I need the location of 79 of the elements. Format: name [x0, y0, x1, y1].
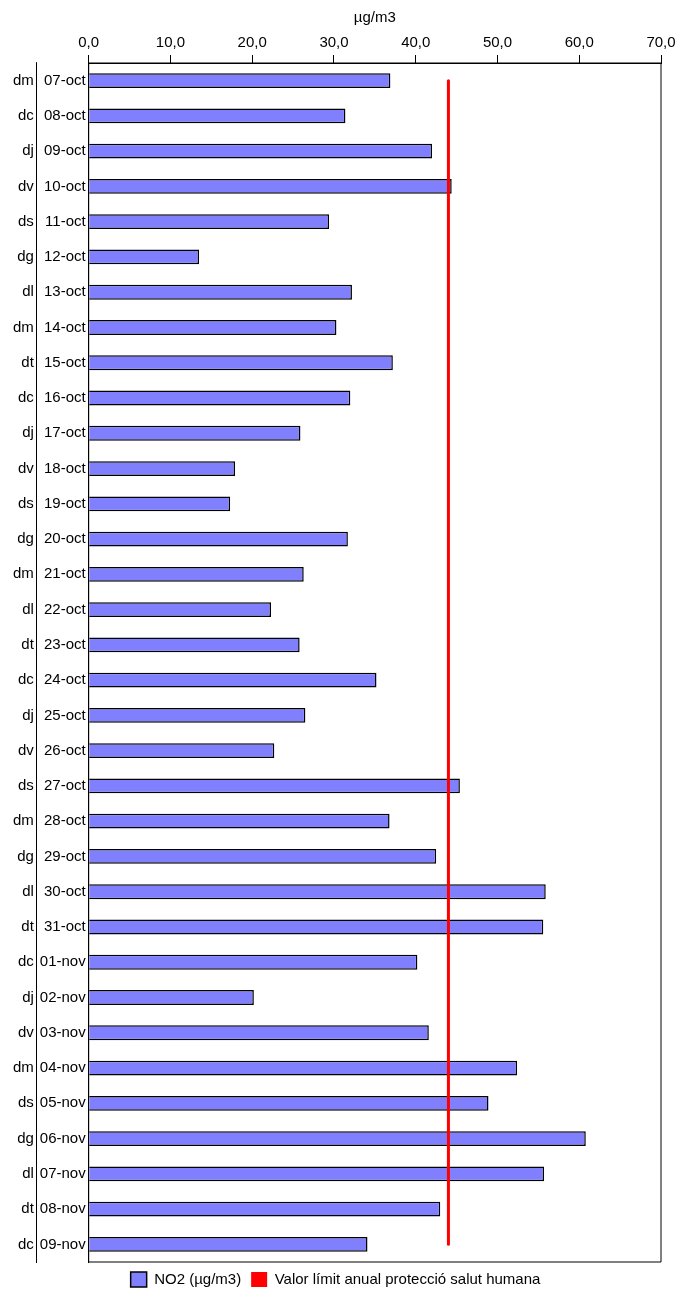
x-tick-label: 50,0: [482, 33, 513, 51]
y-tick-label: 01-nov: [39, 952, 87, 970]
y-tick-label: 03-nov: [39, 1022, 87, 1040]
x-tick-label: 0,0: [78, 33, 100, 51]
y-tick-label: 30-oct: [44, 881, 87, 899]
x-tick-label: 10,0: [155, 33, 186, 51]
y2-tick-label: dj: [22, 705, 34, 723]
y-tick-label: 28-oct: [44, 811, 87, 829]
y-tick-label: 08-oct: [44, 106, 87, 124]
y-tick-label: 12-oct: [44, 247, 87, 265]
y2-tick-label: dc: [17, 388, 35, 406]
y-tick-label: 23-oct: [44, 635, 87, 653]
y-tick-label: 14-oct: [44, 317, 87, 335]
y-tick-label: 02-nov: [39, 987, 87, 1005]
y2-tick-label: dl: [22, 881, 34, 899]
y-tick-label: 06-nov: [39, 1128, 87, 1146]
y2-tick-label: dm: [12, 70, 34, 88]
y-tick-label: 19-oct: [44, 493, 87, 511]
y-tick-label: 16-oct: [44, 388, 87, 406]
y2-tick-label: dg: [17, 529, 34, 547]
x-tick-label: 30,0: [319, 33, 349, 51]
y-tick-label: 26-oct: [44, 740, 87, 758]
y2-tick-label: dv: [17, 176, 35, 194]
x-axis-title: µg/m3: [353, 8, 396, 26]
x-tick-label: 60,0: [564, 33, 594, 51]
y2-tick-label: dv: [17, 458, 35, 476]
y2-tick-label: dc: [17, 670, 35, 688]
y2-tick-label: dt: [21, 352, 35, 370]
legend-label: NO2 (µg/m3): [154, 1269, 242, 1287]
y-tick-label: 09-oct: [44, 141, 87, 159]
legend-label: Valor límit anual protecció salut humana: [274, 1269, 541, 1287]
y2-tick-label: dv: [17, 1022, 35, 1040]
y2-tick-label: dg: [17, 1128, 34, 1146]
y-tick-label: 31-oct: [44, 917, 87, 935]
y-tick-label: 20-oct: [44, 529, 87, 547]
y-tick-label: 18-oct: [44, 458, 87, 476]
y-tick-label: 07-nov: [39, 1163, 87, 1181]
y2-tick-label: ds: [17, 493, 34, 511]
y2-tick-label: dl: [22, 282, 34, 300]
y-tick-label: 07-oct: [44, 70, 87, 88]
y-tick-label: 10-oct: [44, 176, 87, 194]
y-tick-label: 15-oct: [44, 352, 87, 370]
y2-tick-label: dl: [22, 599, 34, 617]
y2-tick-label: dl: [22, 1163, 34, 1181]
y-tick-label: 08-nov: [39, 1199, 87, 1217]
y2-tick-label: dj: [22, 141, 34, 159]
y-tick-label: 05-nov: [39, 1093, 87, 1111]
y-tick-label: 29-oct: [44, 846, 87, 864]
y-tick-label: 09-nov: [39, 1234, 87, 1252]
y2-tick-label: dt: [21, 1199, 35, 1217]
y2-tick-label: ds: [17, 776, 34, 794]
y2-tick-label: ds: [17, 211, 34, 229]
y-tick-label: 13-oct: [44, 282, 87, 300]
y2-tick-label: dc: [17, 106, 35, 124]
y2-tick-label: dm: [12, 1058, 34, 1076]
y2-tick-label: dm: [12, 564, 34, 582]
y2-tick-label: dj: [22, 423, 34, 441]
y2-tick-label: dc: [17, 1234, 35, 1252]
y2-tick-label: dt: [21, 635, 35, 653]
y2-tick-label: ds: [17, 1093, 34, 1111]
y-tick-label: 21-oct: [44, 564, 87, 582]
y-tick-label: 25-oct: [44, 705, 87, 723]
y-tick-label: 04-nov: [39, 1058, 87, 1076]
x-tick-label: 70,0: [646, 33, 676, 51]
y-tick-label: 24-oct: [44, 670, 87, 688]
y-tick-label: 22-oct: [44, 599, 87, 617]
y-tick-label: 11-oct: [45, 211, 87, 229]
y2-tick-label: dm: [12, 317, 34, 335]
y2-tick-label: dt: [21, 917, 35, 935]
y-tick-label: 17-oct: [44, 423, 87, 441]
x-tick-label: 40,0: [401, 33, 431, 51]
x-tick-label: 20,0: [237, 33, 267, 51]
y2-tick-label: dc: [17, 952, 35, 970]
y2-tick-label: dg: [17, 846, 34, 864]
y2-tick-label: dg: [17, 247, 34, 265]
y-tick-label: 27-oct: [44, 776, 87, 794]
y2-tick-label: dm: [12, 811, 34, 829]
y2-tick-label: dj: [22, 987, 34, 1005]
y2-tick-label: dv: [17, 740, 35, 758]
